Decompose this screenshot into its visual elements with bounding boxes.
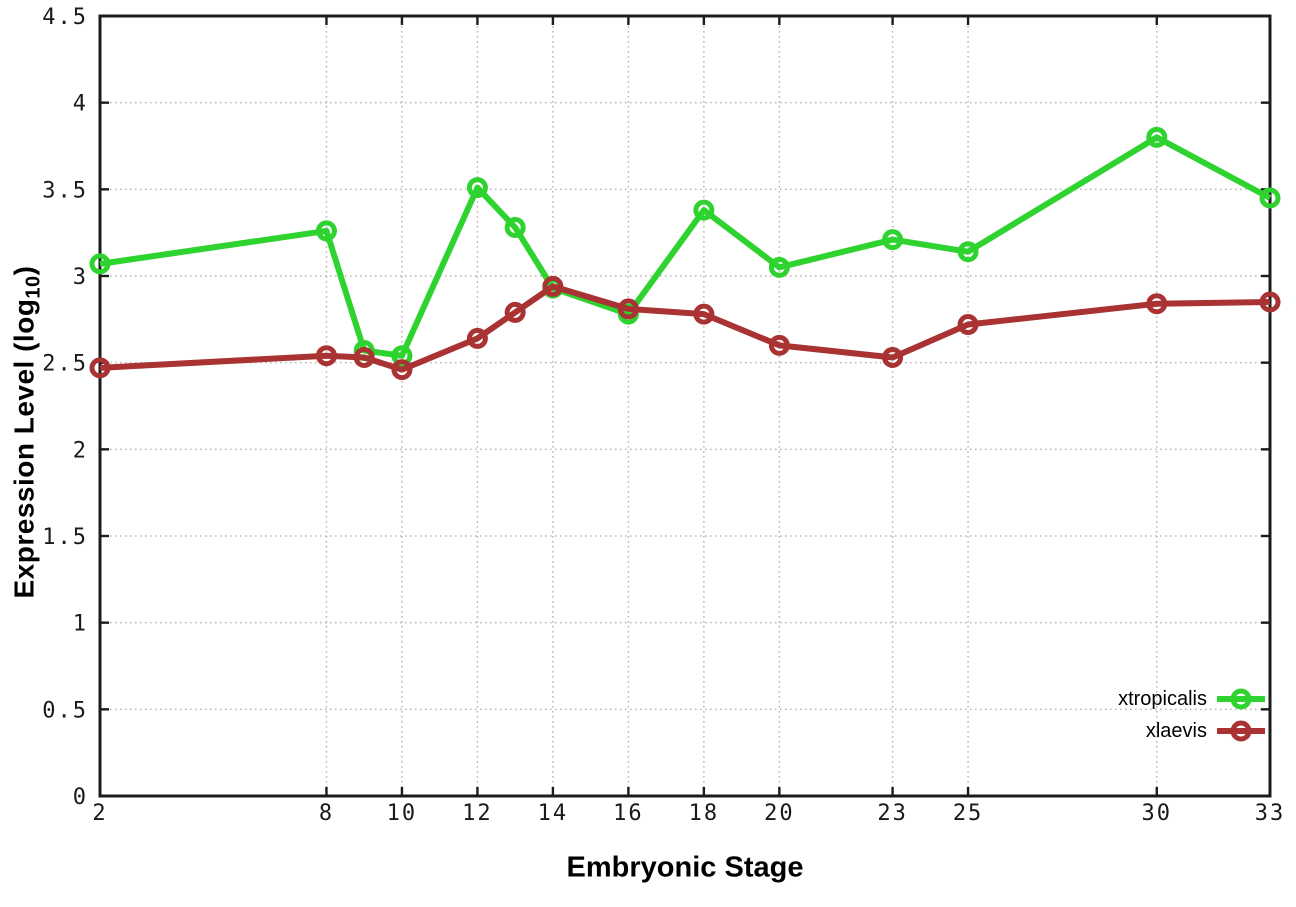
data-point-marker — [1259, 187, 1281, 209]
data-point-marker — [957, 241, 979, 263]
legend-label: xtropicalis — [1118, 688, 1207, 710]
data-point-marker — [693, 303, 715, 325]
y-tick-label: 1.5 — [42, 525, 88, 550]
data-point-marker — [1146, 126, 1168, 148]
data-point-marker — [353, 346, 375, 368]
data-point-marker — [1259, 291, 1281, 313]
y-tick-label: 1 — [73, 612, 88, 637]
x-tick-label: 23 — [877, 801, 908, 826]
data-point-marker — [882, 229, 904, 251]
x-axis-title: Embryonic Stage — [566, 851, 804, 884]
legend-entry-xtropicalis: xtropicalis — [1118, 683, 1265, 715]
x-tick-label: 2 — [92, 801, 107, 826]
x-tick-label: 14 — [538, 801, 569, 826]
legend-entry-xlaevis: xlaevis — [1118, 715, 1265, 747]
data-point-marker — [466, 327, 488, 349]
x-tick-label: 18 — [689, 801, 720, 826]
data-point-marker — [882, 346, 904, 368]
x-tick-label: 25 — [953, 801, 984, 826]
series-line-xtropicalis — [99, 134, 1272, 359]
data-point-marker — [315, 220, 337, 242]
series-xtropicalis — [89, 126, 1281, 367]
data-point-marker — [89, 357, 111, 379]
legend-sample-circle-icon — [1230, 688, 1252, 710]
legend-label: xlaevis — [1145, 720, 1207, 742]
data-point-marker — [391, 359, 413, 381]
x-tick-label: 8 — [319, 801, 334, 826]
data-point-marker — [768, 334, 790, 356]
x-tick-label: 30 — [1142, 801, 1173, 826]
plot-border — [98, 14, 1272, 798]
data-point-marker — [1146, 293, 1168, 315]
grid-lines — [100, 15, 1271, 796]
data-point-marker — [693, 199, 715, 221]
legend-sample-circle-icon — [1230, 720, 1252, 742]
x-tick-label: 33 — [1255, 801, 1286, 826]
y-tick-label: 0 — [73, 785, 88, 810]
data-point-marker — [504, 301, 526, 323]
data-point-marker — [89, 253, 111, 275]
y-axis-title-close: ) — [8, 265, 40, 276]
x-tick-label: 12 — [462, 801, 493, 826]
data-point-marker — [957, 314, 979, 336]
y-tick-label: 4.5 — [42, 5, 88, 30]
x-tick-label: 16 — [613, 801, 644, 826]
data-point-marker — [315, 345, 337, 367]
plot-border-rect — [98, 14, 1272, 798]
y-tick-label: 3 — [73, 265, 88, 290]
y-tick-label: 2 — [73, 438, 88, 463]
data-series — [89, 126, 1281, 381]
legend-sample — [1217, 687, 1265, 711]
axis-ticks — [98, 14, 1272, 798]
data-point-marker — [542, 275, 564, 297]
series-xlaevis — [89, 275, 1281, 381]
x-tick-label: 10 — [387, 801, 418, 826]
data-point-marker — [504, 216, 526, 238]
data-point-marker — [768, 256, 790, 278]
tick-labels: 2 8 10 12 14 16 18 20 23 25 30 33 0 0.5 1 1.5 2 2.5 3 3.5 4 4… — [42, 5, 1286, 826]
legend-sample — [1217, 719, 1265, 743]
data-point-marker — [617, 298, 639, 320]
series-line-xlaevis — [99, 283, 1271, 373]
y-axis-title-subscript: 10 — [22, 275, 45, 299]
y-axis-title: Expression Level (log10) — [9, 266, 46, 599]
y-tick-label: 2.5 — [42, 352, 88, 377]
x-tick-label: 20 — [764, 801, 795, 826]
y-axis-title-text: Expression Level (log — [8, 298, 40, 599]
y-tick-label: 0.5 — [42, 698, 88, 723]
y-tick-label: 3.5 — [42, 178, 88, 203]
legend: xtropicalis xlaevis — [1118, 683, 1265, 747]
y-tick-label: 4 — [73, 92, 88, 117]
data-point-marker — [466, 177, 488, 199]
